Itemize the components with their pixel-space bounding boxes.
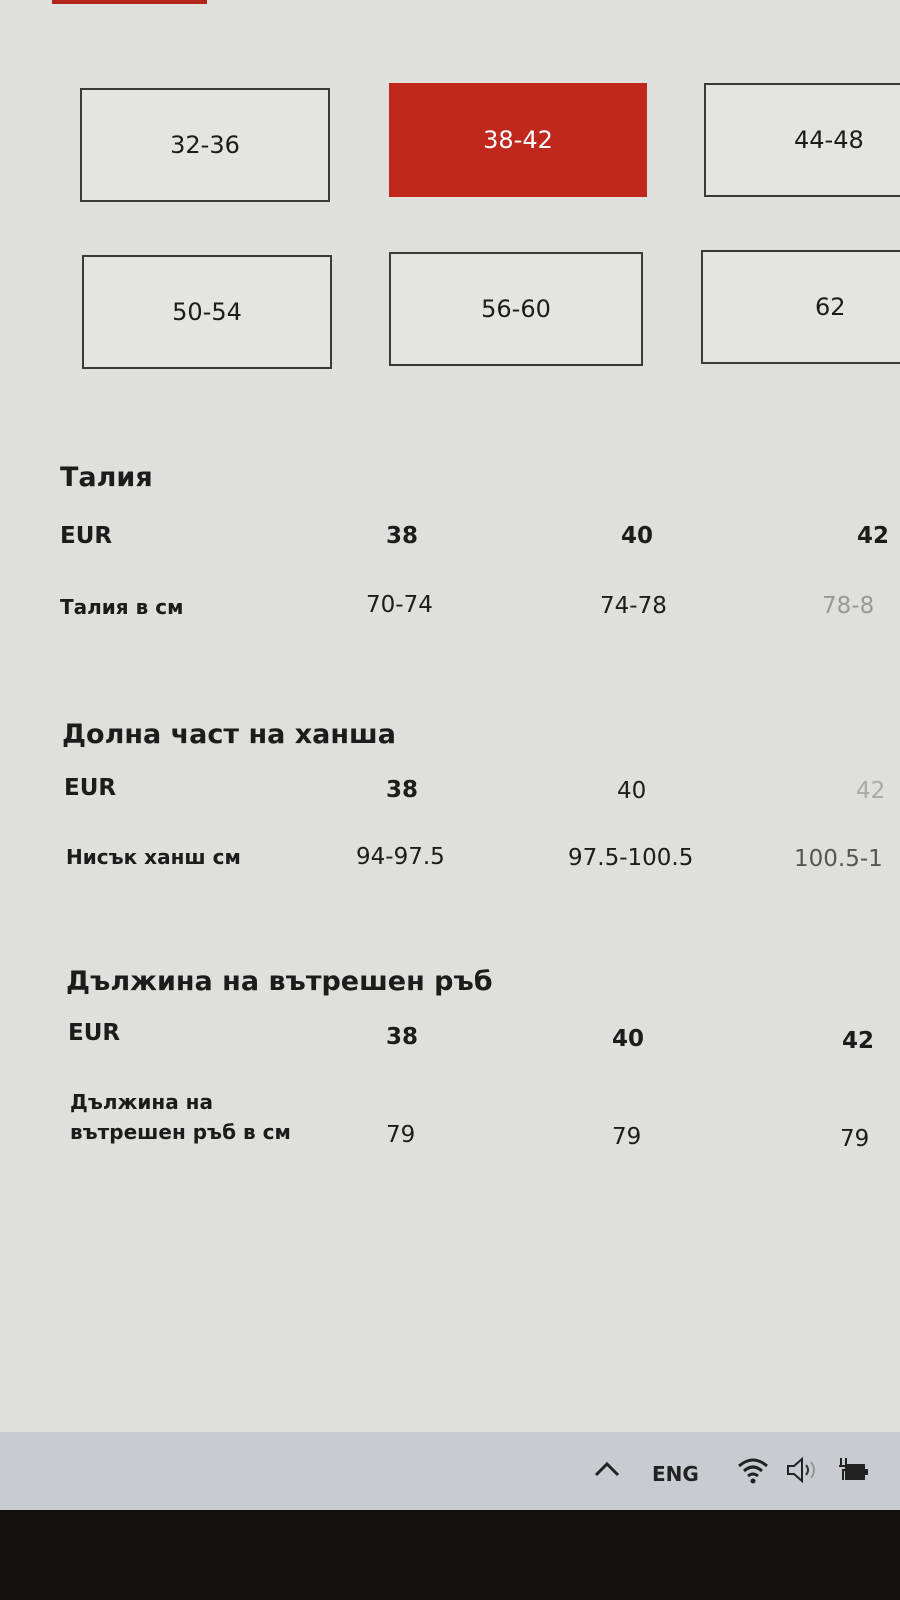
value-cell: 70-74 (366, 592, 433, 618)
row-label: Дължина на вътрешен ръб в см (70, 1090, 291, 1144)
value-cell: 97.5-100.5 (568, 845, 694, 871)
size-header: 40 (621, 523, 654, 549)
wifi-icon[interactable] (736, 1456, 770, 1489)
size-header: 42 (857, 523, 890, 549)
size-header: 38 (386, 777, 419, 803)
section-title-hip: Долна част на ханша (62, 719, 396, 750)
size-option-32-36[interactable]: 32-36 (80, 88, 330, 202)
value-cell: 74-78 (600, 593, 667, 619)
battery-charging-icon[interactable] (836, 1456, 870, 1489)
size-header: 38 (386, 1024, 419, 1050)
value-cell: 94-97.5 (356, 844, 445, 870)
language-indicator[interactable]: ENG (652, 1462, 699, 1486)
size-header: 40 (612, 1026, 645, 1052)
monitor-bezel (0, 1510, 900, 1600)
section-title-waist: Талия (60, 462, 153, 493)
eur-label: EUR (64, 775, 117, 801)
speaker-icon[interactable] (786, 1456, 820, 1489)
size-option-44-48[interactable]: 44-48 (704, 83, 900, 197)
size-option-38-42[interactable]: 38-42 (389, 83, 647, 197)
value-cell: 100.5-1 (794, 846, 883, 872)
eur-label: EUR (68, 1020, 121, 1046)
size-header: 42 (856, 778, 886, 804)
top-accent-bar (52, 0, 207, 4)
chevron-up-icon[interactable] (594, 1458, 620, 1482)
value-cell: 79 (386, 1122, 416, 1148)
size-option-62[interactable]: 62 (701, 250, 900, 364)
size-option-56-60[interactable]: 56-60 (389, 252, 643, 366)
value-cell: 78-8 (822, 593, 875, 619)
size-header: 42 (842, 1028, 875, 1054)
row-label: Талия в см (60, 595, 184, 619)
taskbar (0, 1432, 900, 1510)
value-cell: 79 (840, 1126, 870, 1152)
section-title-inseam: Дължина на вътрешен ръб (66, 966, 493, 997)
row-label: Нисък ханш см (66, 845, 241, 869)
size-header: 38 (386, 523, 419, 549)
eur-label: EUR (60, 523, 113, 549)
size-header: 40 (617, 778, 647, 804)
value-cell: 79 (612, 1124, 642, 1150)
size-option-50-54[interactable]: 50-54 (82, 255, 332, 369)
